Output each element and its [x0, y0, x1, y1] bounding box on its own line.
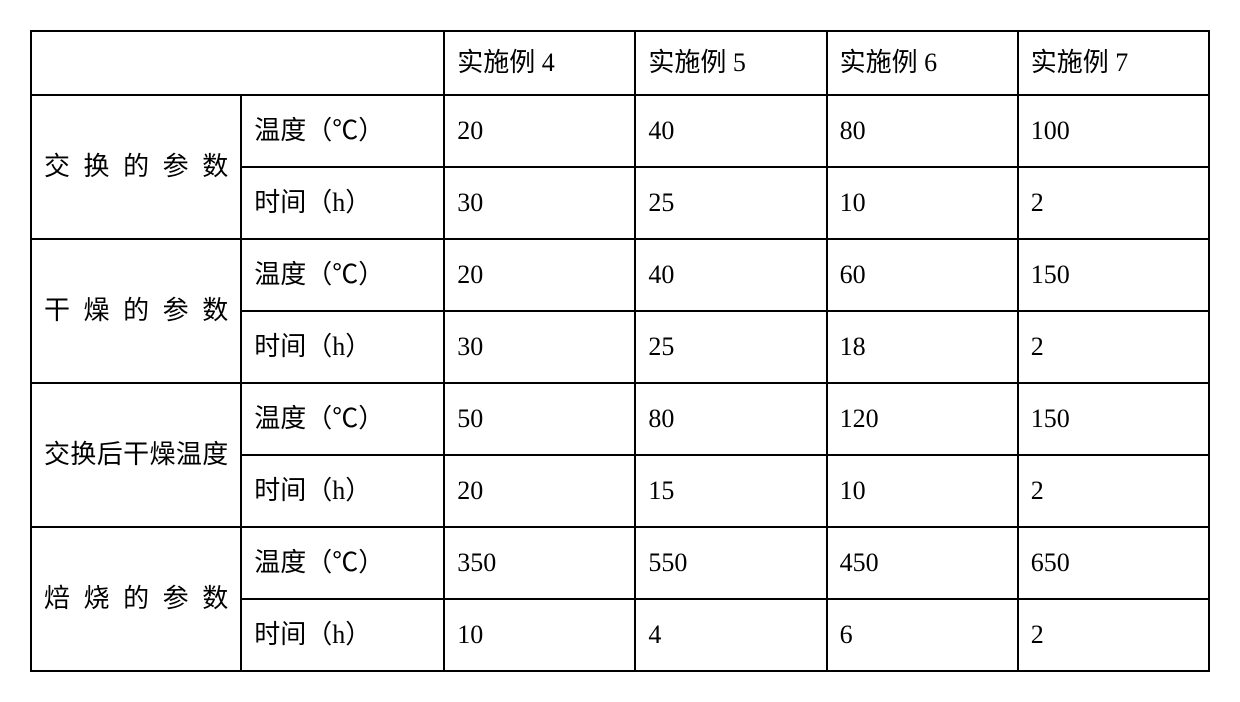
cell-value: 2 [1018, 599, 1209, 671]
param-label: 时间（h） [241, 311, 444, 383]
param-label: 时间（h） [241, 455, 444, 527]
cell-value: 350 [444, 527, 635, 599]
cell-value: 6 [827, 599, 1018, 671]
table-row: 干燥的参数 温度（℃） 20 40 60 150 [31, 239, 1209, 311]
cell-value: 2 [1018, 167, 1209, 239]
cell-value: 2 [1018, 311, 1209, 383]
param-label: 温度（℃） [241, 527, 444, 599]
header-ex7: 实施例 7 [1018, 31, 1209, 95]
cell-value: 650 [1018, 527, 1209, 599]
group-label: 干燥的参数 [31, 239, 241, 383]
group-label: 交换的参数 [31, 95, 241, 239]
group-label: 焙烧的参数 [31, 527, 241, 671]
cell-value: 30 [444, 167, 635, 239]
cell-value: 10 [827, 167, 1018, 239]
header-row: 实施例 4 实施例 5 实施例 6 实施例 7 [31, 31, 1209, 95]
cell-value: 20 [444, 95, 635, 167]
parameters-table: 实施例 4 实施例 5 实施例 6 实施例 7 交换的参数 温度（℃） 20 4… [30, 30, 1210, 672]
cell-value: 40 [635, 239, 826, 311]
header-ex4: 实施例 4 [444, 31, 635, 95]
table-row: 交换后干燥温度 温度（℃） 50 80 120 150 [31, 383, 1209, 455]
cell-value: 80 [827, 95, 1018, 167]
cell-value: 450 [827, 527, 1018, 599]
table-row: 焙烧的参数 温度（℃） 350 550 450 650 [31, 527, 1209, 599]
cell-value: 18 [827, 311, 1018, 383]
cell-value: 20 [444, 455, 635, 527]
cell-value: 4 [635, 599, 826, 671]
table-row: 交换的参数 温度（℃） 20 40 80 100 [31, 95, 1209, 167]
cell-value: 150 [1018, 239, 1209, 311]
cell-value: 2 [1018, 455, 1209, 527]
cell-value: 20 [444, 239, 635, 311]
param-label: 时间（h） [241, 599, 444, 671]
cell-value: 550 [635, 527, 826, 599]
cell-value: 40 [635, 95, 826, 167]
cell-value: 25 [635, 167, 826, 239]
cell-value: 120 [827, 383, 1018, 455]
cell-value: 60 [827, 239, 1018, 311]
param-label: 温度（℃） [241, 239, 444, 311]
param-label: 温度（℃） [241, 383, 444, 455]
cell-value: 25 [635, 311, 826, 383]
cell-value: 100 [1018, 95, 1209, 167]
param-label: 温度（℃） [241, 95, 444, 167]
cell-value: 10 [444, 599, 635, 671]
param-label: 时间（h） [241, 167, 444, 239]
header-blank [31, 31, 444, 95]
cell-value: 80 [635, 383, 826, 455]
header-ex5: 实施例 5 [635, 31, 826, 95]
header-ex6: 实施例 6 [827, 31, 1018, 95]
cell-value: 15 [635, 455, 826, 527]
group-label: 交换后干燥温度 [31, 383, 241, 527]
cell-value: 30 [444, 311, 635, 383]
cell-value: 150 [1018, 383, 1209, 455]
cell-value: 10 [827, 455, 1018, 527]
cell-value: 50 [444, 383, 635, 455]
